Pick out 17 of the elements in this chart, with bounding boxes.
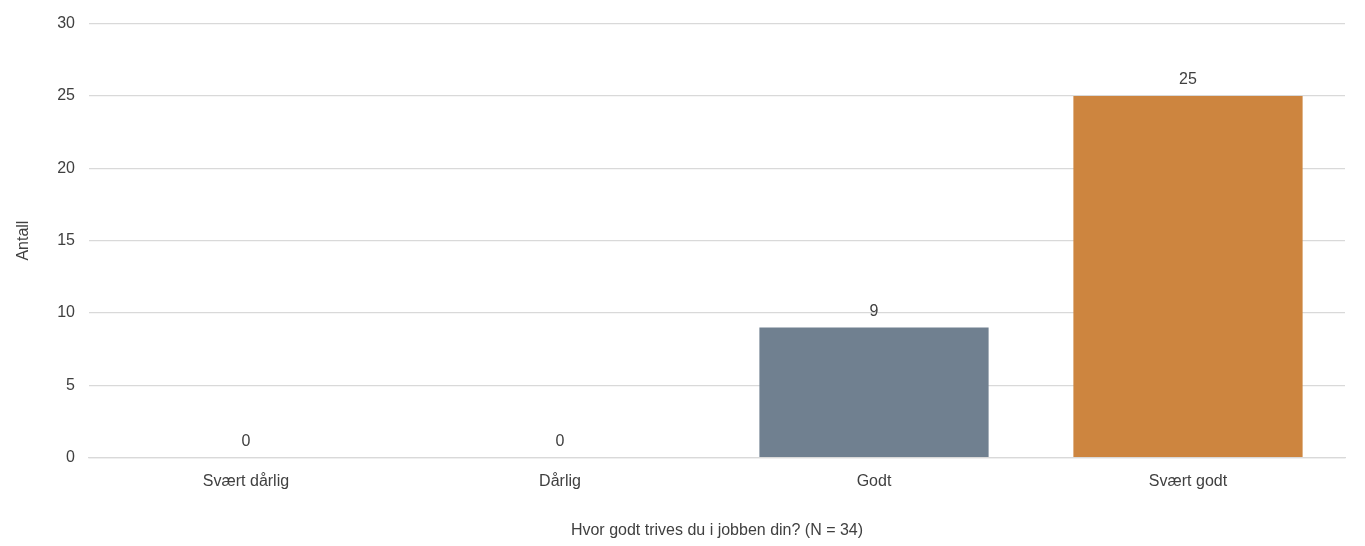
x-tick-label: Dårlig: [539, 471, 581, 489]
y-tick-label: 5: [66, 375, 76, 393]
y-tick-label: 10: [57, 303, 76, 321]
y-tick-label: 25: [57, 86, 76, 104]
y-axis-title: Antall: [14, 220, 32, 261]
data-label: 0: [241, 432, 251, 450]
x-axis-title: Hvor godt trives du i jobben din? (N = 34): [570, 520, 864, 538]
data-label: 25: [1179, 70, 1197, 88]
x-tick-label: Godt: [856, 471, 892, 489]
data-label: 0: [555, 432, 565, 450]
y-tick-label: 15: [57, 231, 76, 249]
y-tick-label: 30: [57, 14, 76, 32]
x-tick-label: Svært godt: [1148, 471, 1228, 489]
data-label: 9: [869, 301, 879, 319]
y-tick-label: 0: [66, 448, 76, 466]
y-tick-label: 20: [57, 158, 76, 176]
x-tick-label: Svært dårlig: [202, 471, 290, 489]
